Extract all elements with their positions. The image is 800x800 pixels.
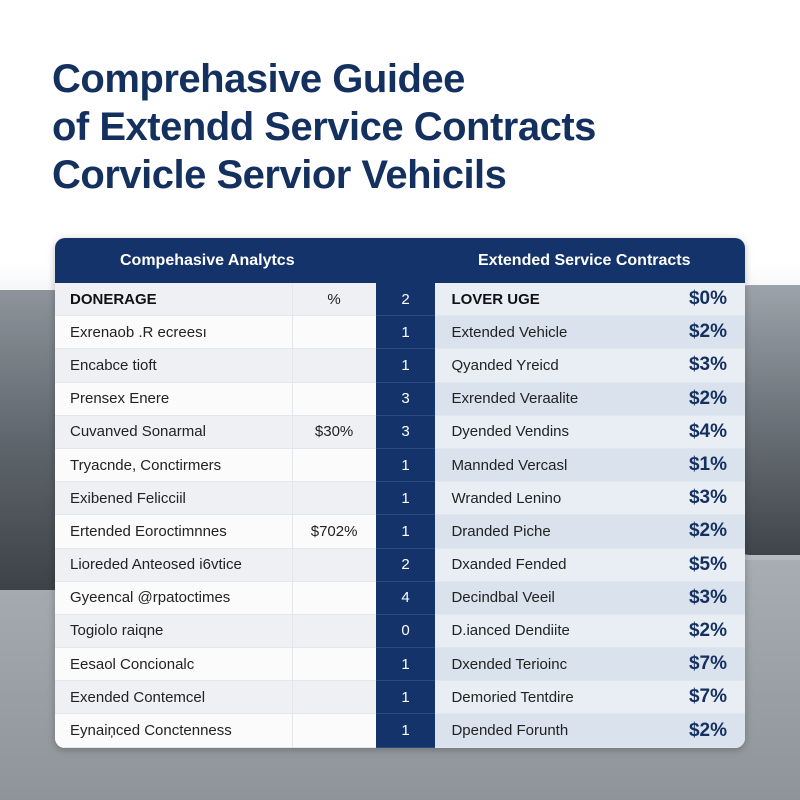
row-contract-label: Dyended Vendins [435, 415, 661, 449]
row-price: $2% [660, 515, 745, 549]
row-price: $2% [660, 316, 745, 350]
table-row: Gyeencal @rpatoctimes 4 Decindbal Veeil $3% [55, 581, 745, 615]
row-count: 1 [375, 349, 436, 383]
row-price: $2% [660, 382, 745, 416]
row-count: 3 [375, 415, 436, 449]
row-count: 1 [375, 515, 436, 549]
row-label: Encabce tioft [55, 349, 292, 383]
row-count: 2 [375, 548, 436, 582]
row-label: Gyeencal @rpatoctimes [55, 581, 292, 615]
row-contract-label: Qyanded Yreicd [435, 349, 661, 383]
table-row: Exibened Felicciil 1 Wranded Lenino $3% [55, 482, 745, 516]
row-price: $7% [660, 681, 745, 715]
row-price: $3% [660, 482, 745, 516]
row-percent: $30% [291, 415, 376, 449]
table-row: Exrenaob .R ecreesı 1 Extended Vehicle $2% [55, 316, 745, 350]
row-price: $2% [660, 714, 745, 748]
row-percent [291, 548, 376, 582]
table-row: Exended Contemcel 1 Demoried Tentdire $7% [55, 681, 745, 715]
row-price: $1% [660, 448, 745, 483]
row-percent [291, 349, 376, 383]
row-percent [291, 581, 376, 615]
table-row: Eynaiņced Conctenness 1 Dpended Forunth $2% [55, 714, 745, 748]
row-contract-label: Dxended Terioinc [435, 648, 661, 682]
contracts-table: Compehasive Analytcs Extended Service Co… [55, 238, 745, 748]
table-row: Togiolo raiqne 0 D.ianced Dendiite $2% [55, 614, 745, 649]
row-price: $0% [660, 283, 745, 317]
row-contract-label: D.ianced Dendiite [435, 614, 661, 649]
title-line-3: Corvicle Servior Vehicils [52, 153, 507, 197]
row-label: Exrenaob .R ecreesı [55, 316, 292, 350]
row-label: Togiolo raiqne [55, 614, 292, 649]
row-price: $2% [660, 614, 745, 649]
row-contract-label: Dpended Forunth [435, 714, 661, 748]
row-label: Eesaol Concionalc [55, 648, 292, 682]
row-label: DONERAGE [55, 283, 292, 317]
title-line-2: of Extendd Service Contracts [52, 105, 596, 149]
row-label: Exibened Felicciil [55, 482, 292, 516]
row-price: $7% [660, 648, 745, 682]
table-row: Ertended Eoroctimnnes $702% 1 Dranded Piche… [55, 515, 745, 549]
row-count: 4 [375, 581, 436, 615]
row-label: Prensex Enere [55, 382, 292, 416]
row-contract-label: Dranded Piche [435, 515, 661, 549]
row-label: Ertended Eoroctimnnes [55, 515, 292, 549]
row-contract-label: Demoried Tentdire [435, 681, 661, 715]
row-count: 2 [375, 283, 436, 317]
row-count: 1 [375, 316, 436, 350]
row-percent [291, 714, 376, 748]
row-contract-label: Extended Vehicle [435, 316, 661, 350]
row-price: $3% [660, 349, 745, 383]
table-row: Lioreded Anteosed i6vtice 2 Dxanded Fended… [55, 548, 745, 582]
row-contract-label: Mannded Vercasl [435, 448, 661, 483]
table-header: Compehasive Analytcs Extended Service Co… [55, 238, 745, 283]
row-label: Exended Contemcel [55, 681, 292, 715]
row-count: 3 [375, 382, 436, 416]
table-row: Encabce tioft 1 Qyanded Yreicd $3% [55, 349, 745, 383]
left-header: Compehasive Analytcs [120, 252, 295, 269]
row-percent [291, 614, 376, 649]
row-contract-label: Exrended Veraalite [435, 382, 661, 416]
row-label: Eynaiņced Conctenness [55, 714, 292, 748]
table-row: Tryacnde, Conctirmers 1 Mannded Vercasl $1% [55, 448, 745, 483]
table-body: DONERAGE% 2 LOVER UGE $0% Exrenaob .R ecrees… [55, 283, 745, 748]
table-row: Prensex Enere 3 Exrended Veraalite $2% [55, 382, 745, 416]
row-percent [291, 316, 376, 350]
row-percent [291, 482, 376, 516]
row-contract-label: LOVER UGE [435, 283, 661, 317]
row-percent [291, 681, 376, 715]
row-contract-label: Decindbal Veeil [435, 581, 661, 615]
row-percent [291, 382, 376, 416]
title-line-1: Comprehasive Guidee [52, 57, 465, 101]
row-count: 0 [375, 614, 436, 649]
table-row: Eesaol Concionalc 1 Dxended Terioinc $7% [55, 648, 745, 682]
row-contract-label: Dxanded Fended [435, 548, 661, 582]
row-label: Tryacnde, Conctirmers [55, 448, 292, 483]
row-percent [291, 448, 376, 483]
row-percent [291, 648, 376, 682]
table-row: DONERAGE% 2 LOVER UGE $0% [55, 283, 745, 317]
row-percent: % [291, 283, 376, 317]
row-label: Lioreded Anteosed i6vtice [55, 548, 292, 582]
row-count: 1 [375, 648, 436, 682]
row-count: 1 [375, 714, 436, 748]
row-price: $3% [660, 581, 745, 615]
right-header: Extended Service Contracts [478, 252, 691, 269]
row-percent: $702% [291, 515, 376, 549]
row-price: $5% [660, 548, 745, 582]
table-row: Cuvanved Sonarmal $30% 3 Dyended Vendins $4% [55, 415, 745, 449]
row-count: 1 [375, 482, 436, 516]
row-contract-label: Wranded Lenino [435, 482, 661, 516]
page-title: Comprehasive Guidee of Extendd Service C… [52, 55, 596, 199]
row-count: 1 [375, 448, 436, 483]
row-price: $4% [660, 415, 745, 449]
row-label: Cuvanved Sonarmal [55, 415, 292, 449]
row-count: 1 [375, 681, 436, 715]
